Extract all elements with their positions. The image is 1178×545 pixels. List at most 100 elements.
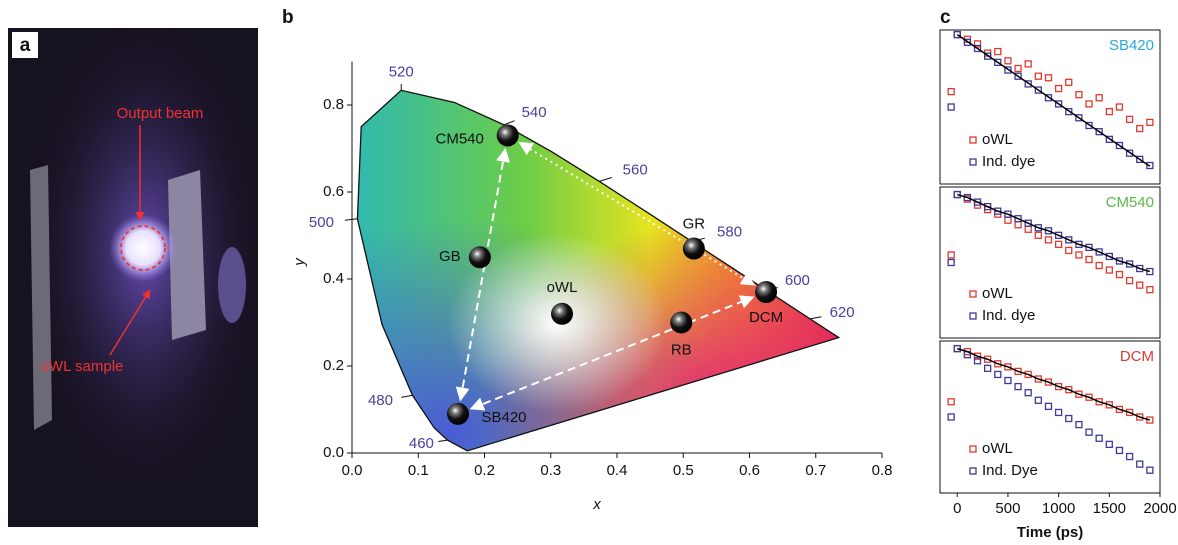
data-point — [1086, 101, 1092, 107]
y-tick-label: 0.8 — [323, 96, 344, 113]
data-point — [1035, 397, 1041, 403]
source-point — [670, 312, 692, 334]
panel-title: SB420 — [1109, 37, 1154, 54]
legend-label: Ind. Dye — [982, 462, 1038, 479]
wavelength-tick — [401, 395, 412, 397]
data-point — [1076, 252, 1082, 258]
data-point — [1147, 119, 1153, 125]
point-label: RB — [671, 341, 692, 358]
y-tick-label: 0.4 — [323, 270, 344, 287]
x-tick-label: 0.0 — [342, 462, 363, 479]
x-tick-label: 0.3 — [540, 462, 561, 479]
photo-beam — [109, 214, 177, 282]
x-tick-label: 0.1 — [408, 462, 429, 479]
x-tick-label: 1500 — [1093, 500, 1126, 517]
data-point — [1045, 75, 1051, 81]
data-point — [1086, 429, 1092, 435]
x-tick-label: 0.8 — [872, 462, 893, 479]
data-point — [1106, 441, 1112, 447]
wavelength-label: 540 — [522, 104, 547, 121]
wavelength-label: 500 — [309, 214, 334, 231]
legend-label: Ind. dye — [982, 153, 1035, 170]
legend-marker — [970, 313, 976, 319]
data-point — [1096, 95, 1102, 101]
data-point — [985, 365, 991, 371]
data-point — [948, 104, 954, 110]
wavelength-tick — [438, 440, 447, 441]
data-point — [948, 252, 954, 258]
data-point — [1056, 409, 1062, 415]
y-tick-label: 0.6 — [323, 183, 344, 200]
point-label: DCM — [749, 309, 783, 326]
data-point — [1056, 86, 1062, 92]
data-point — [1106, 109, 1112, 115]
panel-title: DCM — [1120, 348, 1154, 365]
data-point — [948, 260, 954, 266]
panel-label: a — [20, 35, 31, 56]
data-point — [1137, 282, 1143, 288]
data-point — [948, 414, 954, 420]
wavelength-label: 560 — [623, 161, 648, 178]
x-axis-label: Time (ps) — [1017, 524, 1083, 541]
x-tick-label: 0.5 — [673, 462, 694, 479]
wavelength-label: 480 — [368, 392, 393, 409]
legend-marker — [970, 137, 976, 143]
x-tick-label: 0.2 — [474, 462, 495, 479]
data-point — [995, 49, 1001, 55]
x-tick-label: 0.6 — [739, 462, 760, 479]
data-point — [1015, 66, 1021, 72]
legend-marker — [970, 291, 976, 297]
data-point — [948, 89, 954, 95]
legend-label: Ind. dye — [982, 307, 1035, 324]
data-point — [1127, 454, 1133, 460]
legend-marker — [970, 468, 976, 474]
legend-label: oWL — [982, 285, 1013, 302]
data-point — [1025, 226, 1031, 232]
data-point — [1015, 222, 1021, 228]
data-point — [1147, 467, 1153, 473]
figure: Output beam oWL sample a b c 0.00.10.20.… — [0, 0, 1178, 545]
data-point — [1116, 104, 1122, 110]
data-point — [1076, 422, 1082, 428]
point-label: SB420 — [481, 409, 526, 426]
wavelength-tick — [599, 177, 612, 181]
source-point — [683, 238, 705, 260]
panel-label: c — [940, 7, 951, 28]
data-point — [1137, 126, 1143, 132]
data-point — [1127, 278, 1133, 284]
data-point — [1005, 58, 1011, 64]
y-axis-label: y — [291, 257, 308, 267]
panel-title: CM540 — [1106, 194, 1154, 211]
data-point — [1096, 435, 1102, 441]
data-point — [948, 399, 954, 405]
data-point — [1035, 232, 1041, 238]
wavelength-tick — [810, 317, 821, 319]
data-point — [1096, 263, 1102, 269]
point-label: oWL — [547, 279, 578, 296]
data-point — [1116, 447, 1122, 453]
data-point — [1086, 256, 1092, 262]
wavelength-label: 600 — [785, 272, 810, 289]
data-point — [1116, 272, 1122, 278]
data-point — [1035, 73, 1041, 79]
wavelength-tick — [345, 219, 358, 220]
x-axis-label: x — [592, 496, 601, 513]
data-point — [1025, 61, 1031, 67]
data-point — [1005, 378, 1011, 384]
data-point — [1106, 267, 1112, 273]
data-point — [1127, 116, 1133, 122]
x-tick-label: 1000 — [1042, 500, 1075, 517]
legend-label: oWL — [982, 440, 1013, 457]
data-point — [1137, 461, 1143, 467]
data-point — [1147, 287, 1153, 293]
y-tick-label: 0.2 — [323, 357, 344, 374]
point-label: GR — [683, 216, 706, 233]
source-point — [497, 124, 519, 146]
x-tick-label: 0 — [953, 500, 961, 517]
data-point — [995, 371, 1001, 377]
annotation: Output beam — [117, 105, 204, 122]
wavelength-label: 520 — [389, 63, 414, 80]
wavelength-label: 620 — [830, 304, 855, 321]
x-tick-label: 2000 — [1143, 500, 1176, 517]
wavelength-tick — [504, 121, 515, 125]
